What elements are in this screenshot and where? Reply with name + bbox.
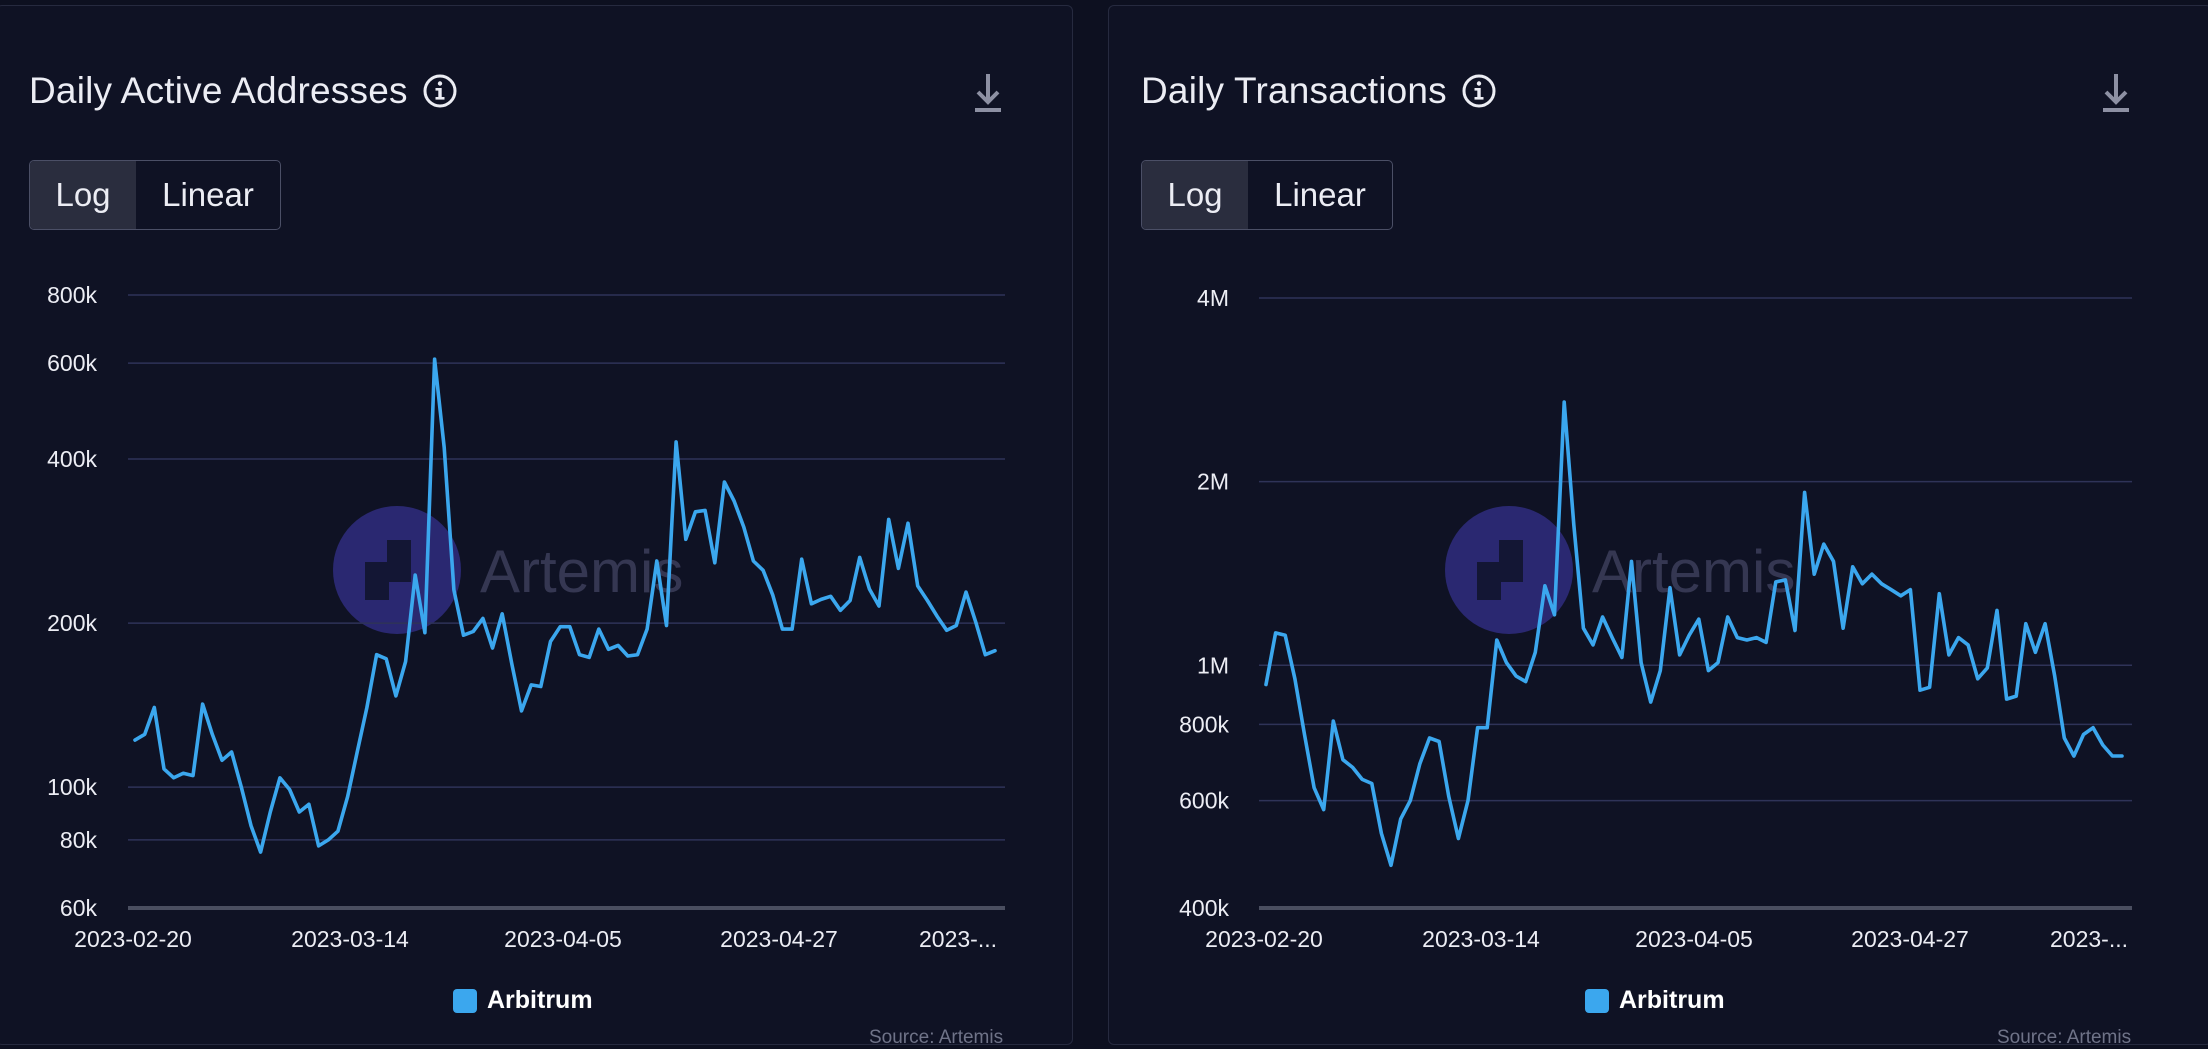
y-tick-label: 200k — [47, 610, 97, 636]
linear-scale-button[interactable]: Linear — [1274, 176, 1366, 213]
y-tick-label: 600k — [47, 350, 97, 376]
legend-label: Arbitrum — [1619, 986, 1725, 1014]
scale-toggle: Log Linear — [1141, 160, 1393, 230]
y-tick-label: 600k — [1179, 788, 1229, 814]
x-tick-label: 2023-04-05 — [504, 926, 622, 952]
panel-title-row: Daily Active Addresses — [29, 70, 458, 112]
x-tick-label: 2023-04-27 — [720, 926, 838, 952]
legend[interactable]: Arbitrum — [1585, 986, 1725, 1015]
legend-label: Arbitrum — [487, 986, 593, 1014]
info-icon[interactable] — [422, 73, 458, 109]
y-tick-label: 800k — [47, 282, 97, 308]
y-tick-label: 80k — [60, 827, 98, 853]
panel-title-row: Daily Transactions — [1141, 70, 1497, 112]
x-tick-label: 2023-... — [919, 926, 997, 952]
watermark-mark-icon — [365, 540, 411, 600]
scale-toggle: Log Linear — [29, 160, 281, 230]
panel-title: Daily Transactions — [1141, 70, 1447, 111]
x-tick-label: 2023-03-14 — [291, 926, 409, 952]
y-tick-label: 1M — [1197, 652, 1229, 678]
info-icon[interactable] — [1461, 73, 1497, 109]
watermark: Artemis — [1445, 506, 1795, 634]
series-line-arbitrum — [133, 357, 997, 854]
download-icon[interactable] — [971, 72, 1005, 116]
x-tick-label: 2023-... — [2050, 926, 2128, 952]
legend-swatch — [453, 988, 477, 1013]
line-chart: Artemis 800k 600k 400k 200k 100k 80k 60k 2023-02… — [47, 282, 1005, 952]
series-line-arbitrum — [1264, 400, 2124, 868]
source-note: Source: Artemis — [1997, 1027, 2132, 1048]
y-tick-label: 4M — [1197, 285, 1229, 311]
linear-scale-button[interactable]: Linear — [162, 176, 254, 213]
legend-swatch — [1585, 988, 1609, 1013]
download-icon[interactable] — [2099, 72, 2133, 116]
y-tick-label: 800k — [1179, 711, 1229, 737]
log-scale-button[interactable]: Log — [1142, 161, 1248, 229]
chart-panel-transactions: Daily Transactions Log Linear Arbitrum S… — [1108, 5, 2208, 1048]
y-tick-label: 2M — [1197, 469, 1229, 495]
y-tick-label: 100k — [47, 774, 97, 800]
legend[interactable]: Arbitrum — [453, 986, 593, 1015]
x-tick-label: 2023-02-20 — [74, 926, 192, 952]
log-scale-button[interactable]: Log — [30, 161, 136, 229]
x-tick-label: 2023-02-20 — [1205, 926, 1323, 952]
y-tick-label: 60k — [60, 895, 98, 921]
y-tick-label: 400k — [47, 446, 97, 472]
chart-panel-active-addresses: Daily Active Addresses Log Linear Arbitr… — [0, 5, 1073, 1048]
source-note: Source: Artemis — [869, 1027, 1004, 1048]
x-tick-label: 2023-04-27 — [1851, 926, 1969, 952]
x-tick-label: 2023-04-05 — [1635, 926, 1753, 952]
watermark-text: Artemis — [480, 538, 683, 605]
watermark-text: Artemis — [1592, 538, 1795, 605]
x-tick-label: 2023-03-14 — [1422, 926, 1540, 952]
line-chart: Artemis 4M 2M 1M 800k 600k 400k 2023-02-20 2023-… — [1179, 285, 2132, 952]
panel-title: Daily Active Addresses — [29, 70, 408, 111]
watermark: Artemis — [333, 506, 683, 634]
y-tick-label: 400k — [1179, 895, 1229, 921]
watermark-mark-icon — [1477, 540, 1523, 600]
